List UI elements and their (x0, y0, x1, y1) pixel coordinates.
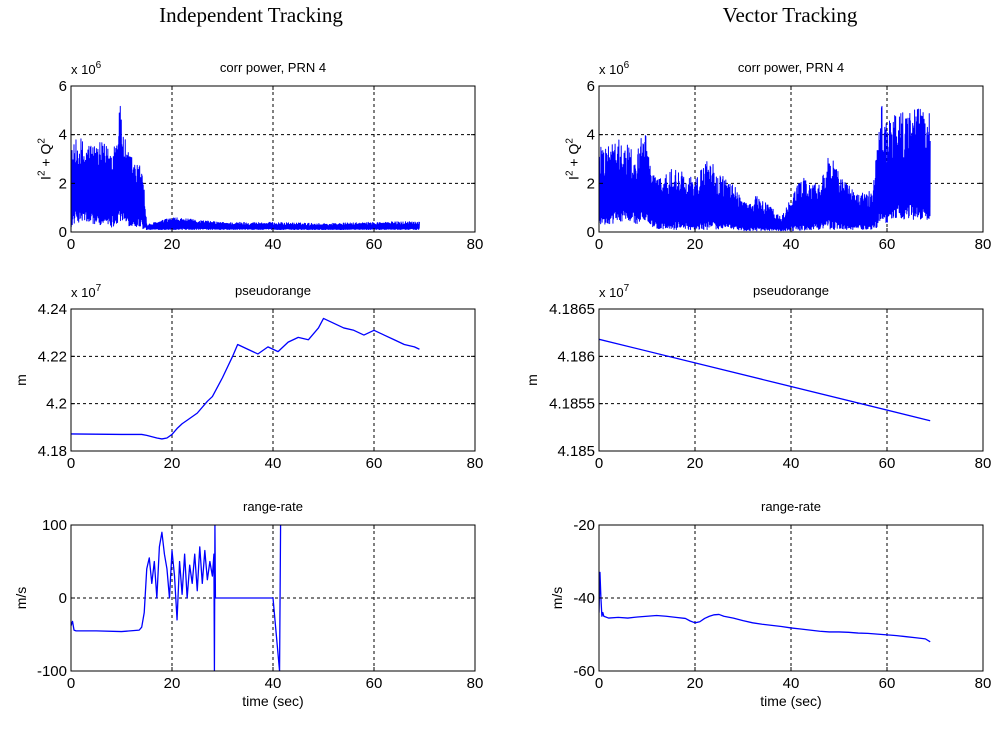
y-axis-label: m/s (549, 587, 565, 610)
y-tick-label: -60 (573, 663, 595, 680)
subplot-title: range-rate (761, 499, 821, 514)
x-tick-label: 0 (67, 236, 75, 253)
y-tick-label: -100 (37, 663, 67, 680)
x-tick-label: 60 (366, 455, 383, 472)
column-title-vector: Vector Tracking (723, 3, 858, 27)
x-tick-label: 60 (366, 675, 383, 692)
x-tick-label: 40 (783, 455, 800, 472)
y-tick-label: 4.185 (557, 443, 595, 460)
y-tick-label: 0 (59, 590, 67, 607)
subplot-6: 0 20 40 60 80 -60 -40 -20 range-rate m/s time (sec… (549, 499, 991, 709)
y-tick-label: 4.1855 (549, 396, 595, 413)
y-tick-label: -20 (573, 517, 595, 534)
series-line (599, 338, 931, 422)
y-tick-label: 4.18 (38, 443, 67, 460)
subplot-2: 0 20 40 60 80 0 2 4 6 corr power, PRN 4 x 106 I2 + … (565, 60, 992, 253)
x-tick-label: 80 (975, 236, 992, 253)
x-tick-label: 40 (265, 236, 282, 253)
y-axis-label: m (524, 374, 540, 386)
axis-multiplier: x 106 (599, 60, 630, 77)
x-tick-label: 0 (67, 675, 75, 692)
x-tick-label: 20 (687, 455, 704, 472)
series-line (71, 105, 420, 231)
x-tick-label: 0 (595, 236, 603, 253)
series-line (71, 317, 420, 440)
y-tick-label: 0 (587, 224, 595, 241)
x-tick-label: 60 (366, 236, 383, 253)
x-tick-label: 60 (879, 455, 896, 472)
y-tick-label: -40 (573, 590, 595, 607)
y-axis-label: m (13, 374, 29, 386)
y-tick-label: 0 (59, 224, 67, 241)
subplot-1: 0 20 40 60 80 0 2 4 6 corr power, PRN 4 x 106 I2 + … (37, 60, 484, 253)
y-axis-label: m/s (13, 587, 29, 610)
subplot-title: pseudorange (753, 283, 829, 298)
column-title-independent: Independent Tracking (159, 3, 343, 27)
y-tick-label: 6 (59, 78, 67, 95)
y-tick-label: 4.22 (38, 348, 67, 365)
y-tick-label: 4.186 (557, 348, 595, 365)
series-line (599, 105, 931, 232)
x-tick-label: 20 (687, 675, 704, 692)
x-tick-label: 60 (879, 236, 896, 253)
subplot-4: 0 20 40 60 80 4.185 4.1855 4.186 4.1865 pseudoran… (524, 283, 991, 472)
subplot-title: corr power, PRN 4 (738, 60, 844, 75)
y-tick-label: 4 (59, 127, 67, 144)
y-axis-label: I2 + Q2 (565, 138, 582, 180)
subplot-title: range-rate (243, 499, 303, 514)
y-axis-label: I2 + Q2 (37, 138, 54, 180)
x-tick-label: 40 (783, 236, 800, 253)
x-tick-label: 20 (164, 455, 181, 472)
x-tick-label: 0 (595, 675, 603, 692)
y-tick-label: 4 (587, 127, 595, 144)
series-line (599, 571, 931, 643)
y-tick-label: 4.2 (46, 396, 67, 413)
x-tick-label: 80 (467, 236, 484, 253)
subplot-3: 0 20 40 60 80 4.18 4.2 4.22 4.24 pseudorange x 107… (13, 283, 484, 472)
x-tick-label: 80 (975, 455, 992, 472)
y-tick-label: 2 (587, 175, 595, 192)
x-tick-label: 60 (879, 675, 896, 692)
subplot-title: corr power, PRN 4 (220, 60, 326, 75)
x-tick-label: 80 (467, 455, 484, 472)
x-tick-label: 40 (265, 455, 282, 472)
x-tick-label: 80 (975, 675, 992, 692)
x-tick-label: 80 (467, 675, 484, 692)
x-tick-label: 20 (164, 675, 181, 692)
y-tick-label: 6 (587, 78, 595, 95)
axis-multiplier: x 107 (599, 283, 630, 300)
x-tick-label: 0 (595, 455, 603, 472)
y-tick-label: 2 (59, 175, 67, 192)
x-tick-label: 20 (164, 236, 181, 253)
axis-multiplier: x 107 (71, 283, 102, 300)
y-tick-label: 4.24 (38, 301, 67, 318)
plot-area (599, 309, 983, 451)
plot-area (71, 309, 475, 451)
x-axis-label: time (sec) (242, 693, 303, 709)
y-tick-label: 100 (42, 517, 67, 534)
x-tick-label: 20 (687, 236, 704, 253)
x-axis-label: time (sec) (760, 693, 821, 709)
x-tick-label: 0 (67, 455, 75, 472)
x-tick-label: 40 (783, 675, 800, 692)
y-tick-label: 4.1865 (549, 301, 595, 318)
subplot-title: pseudorange (235, 283, 311, 298)
axis-multiplier: x 106 (71, 60, 102, 77)
series-line (71, 525, 282, 671)
x-tick-label: 40 (265, 675, 282, 692)
